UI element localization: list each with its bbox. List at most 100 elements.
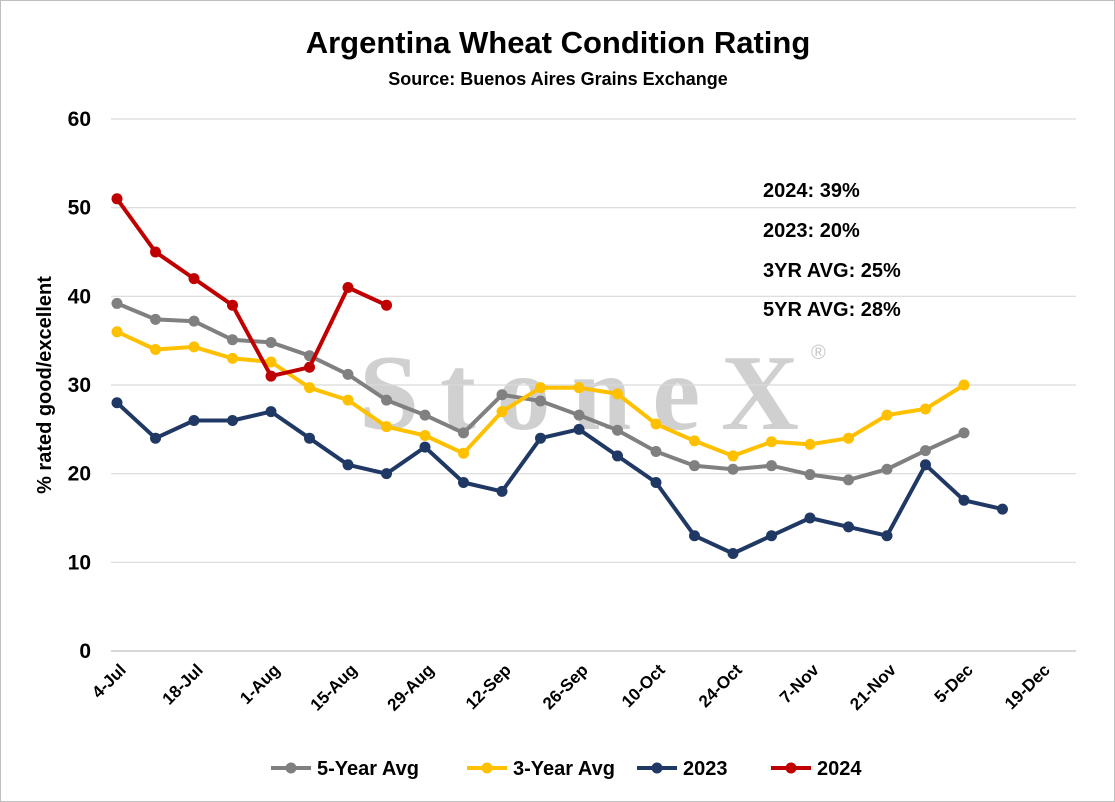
data-point-2023-6	[342, 459, 354, 471]
x-tick-label-7-Nov: 7-Nov	[776, 660, 823, 707]
y-tick-label-50: 50	[68, 197, 91, 220]
data-point-5-year-avg-9	[458, 427, 469, 439]
data-point-5-year-avg-2	[188, 315, 200, 327]
data-point-5-year-avg-15	[689, 460, 700, 472]
data-point-2023-20	[881, 530, 893, 542]
data-point-5-year-avg-10	[496, 389, 508, 401]
data-point-3-year-avg-1	[150, 344, 161, 356]
data-point-2023-1	[150, 432, 161, 444]
data-point-2023-8	[419, 441, 431, 453]
data-point-3-year-avg-18	[804, 438, 816, 450]
data-point-5-year-avg-6	[342, 368, 354, 380]
series-2024	[111, 193, 392, 382]
data-point-3-year-avg-21	[920, 403, 931, 415]
data-point-3-year-avg-12	[573, 382, 585, 394]
annotation-2024: 2024: 39%	[763, 180, 860, 202]
data-point-3-year-avg-15	[689, 435, 700, 447]
data-point-2023-2	[188, 414, 200, 426]
data-point-5-year-avg-20	[881, 463, 893, 475]
data-point-3-year-avg-0	[111, 326, 123, 338]
data-point-2023-17	[766, 530, 777, 542]
data-point-5-year-avg-0	[111, 297, 123, 309]
data-point-2023-4	[265, 406, 277, 418]
data-point-3-year-avg-4	[265, 356, 277, 368]
data-point-5-year-avg-16	[727, 463, 739, 475]
legend-swatch-marker-2024	[785, 762, 797, 774]
x-tick-label-19-Dec: 19-Dec	[1001, 660, 1054, 713]
legend-item-3-year-avg: 3-Year Avg	[467, 758, 615, 780]
annotation-2023: 2023: 20%	[763, 220, 860, 242]
data-point-2023-16	[727, 547, 739, 559]
data-point-5-year-avg-14	[650, 446, 662, 457]
data-point-3-year-avg-5	[304, 382, 315, 394]
data-point-2023-0	[111, 397, 123, 409]
series-3-year-avg	[111, 326, 970, 462]
data-point-2023-5	[304, 432, 315, 444]
data-point-2024-7	[381, 299, 392, 311]
x-tick-label-10-Oct: 10-Oct	[618, 660, 669, 711]
data-point-2024-1	[150, 246, 161, 258]
data-point-2023-15	[689, 530, 700, 542]
data-point-5-year-avg-11	[535, 395, 546, 407]
data-point-5-year-avg-19	[843, 474, 854, 486]
legend-swatch-marker-3-year-avg	[481, 762, 493, 774]
data-point-2023-3	[227, 414, 238, 426]
x-tick-label-24-Oct: 24-Oct	[695, 660, 746, 711]
data-point-5-year-avg-18	[804, 469, 816, 481]
legend-item-2024: 2024	[771, 758, 862, 780]
watermark-registered-mark: ®	[811, 342, 826, 364]
data-point-2024-2	[188, 273, 200, 285]
data-point-5-year-avg-13	[612, 424, 623, 436]
data-point-2024-6	[342, 281, 354, 293]
data-point-5-year-avg-1	[150, 313, 161, 325]
x-tick-label-12-Sep: 12-Sep	[462, 660, 515, 713]
data-point-5-year-avg-17	[766, 460, 777, 472]
x-tick-label-1-Aug: 1-Aug	[236, 660, 283, 707]
y-tick-label-40: 40	[68, 285, 91, 308]
series-2023	[111, 397, 1008, 559]
x-tick-label-5-Dec: 5-Dec	[931, 660, 977, 706]
data-point-3-year-avg-19	[843, 432, 854, 444]
series-5-year-avg	[111, 297, 970, 486]
data-point-3-year-avg-20	[881, 409, 893, 421]
series-line-2023	[115, 400, 1005, 556]
legend-label-2024: 2024	[817, 758, 862, 780]
x-tick-label-26-Sep: 26-Sep	[539, 660, 592, 713]
legend-swatch-marker-5-year-avg	[285, 762, 297, 774]
data-point-2024-3	[227, 299, 238, 311]
data-point-2024-4	[265, 370, 277, 382]
data-point-3-year-avg-9	[458, 447, 469, 459]
data-point-3-year-avg-8	[419, 430, 431, 442]
data-point-5-year-avg-7	[381, 394, 392, 406]
data-point-2023-21	[920, 459, 931, 471]
data-point-2023-9	[458, 477, 469, 489]
data-point-2023-12	[573, 423, 585, 435]
data-point-3-year-avg-3	[227, 352, 238, 364]
data-point-2024-0	[111, 193, 123, 205]
chart-subtitle: Source: Buenos Aires Grains Exchange	[388, 69, 727, 89]
x-tick-label-15-Aug: 15-Aug	[307, 660, 361, 714]
data-point-3-year-avg-14	[650, 418, 662, 430]
data-point-2023-18	[804, 512, 816, 524]
data-point-2023-7	[381, 468, 392, 480]
data-point-5-year-avg-12	[573, 409, 585, 421]
data-point-3-year-avg-10	[496, 406, 508, 418]
chart-title: Argentina Wheat Condition Rating	[306, 25, 811, 60]
data-point-3-year-avg-22	[958, 379, 970, 391]
data-point-5-year-avg-8	[419, 409, 431, 421]
y-tick-label-20: 20	[68, 463, 91, 486]
y-axis-label: % rated good/excellent	[34, 276, 56, 494]
annotation-5yr-avg: 5YR AVG: 28%	[763, 299, 901, 321]
y-tick-label-0: 0	[79, 640, 91, 663]
x-tick-label-18-Jul: 18-Jul	[159, 660, 207, 708]
data-point-2023-22	[958, 494, 970, 506]
data-point-3-year-avg-6	[342, 394, 354, 406]
data-point-2023-10	[496, 485, 508, 497]
data-point-3-year-avg-11	[535, 382, 546, 394]
legend-label-2023: 2023	[683, 758, 728, 780]
data-point-2023-23	[997, 503, 1008, 515]
data-point-3-year-avg-13	[612, 388, 623, 400]
x-tick-label-29-Aug: 29-Aug	[384, 660, 438, 714]
legend-item-2023: 2023	[637, 758, 728, 780]
